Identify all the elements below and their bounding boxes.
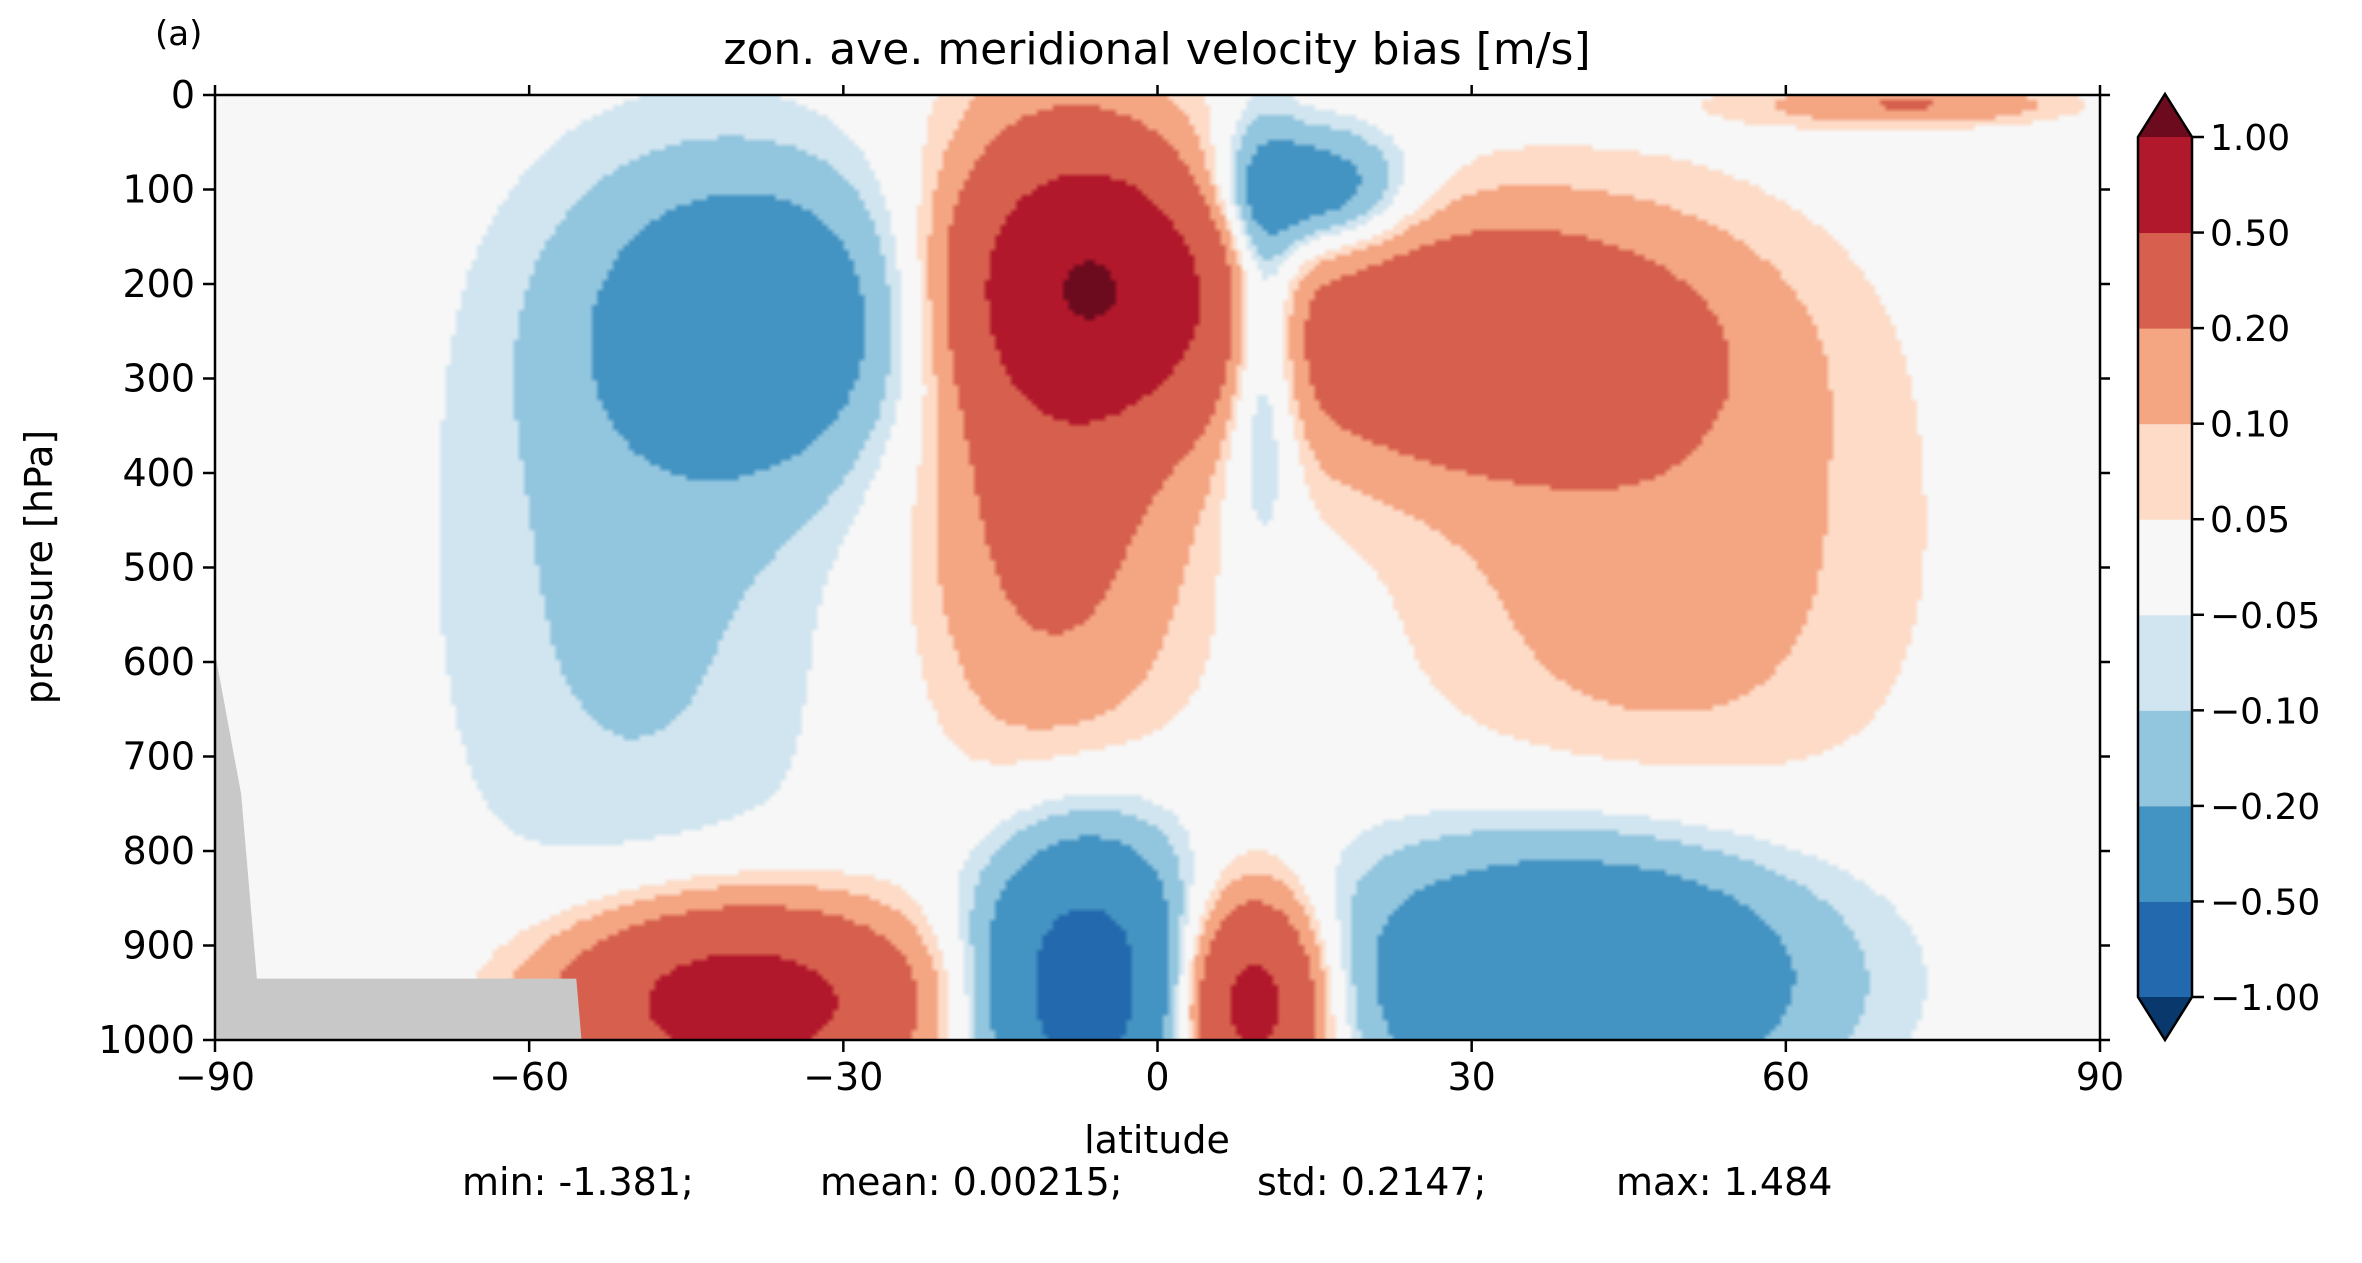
colorbar-extend-high: [2138, 94, 2192, 137]
statistics-line: min: -1.381; mean: 0.00215; std: 0.2147;…: [0, 1160, 2362, 1220]
x-tick-label: −60: [489, 1055, 569, 1099]
colorbar-tick-label: 0.20: [2210, 309, 2290, 350]
colorbar-segment: [2138, 423, 2192, 520]
colorbar-segment: [2138, 232, 2192, 329]
missing-data-mask: [215, 652, 582, 1040]
velocity-bias-contour-field: [215, 95, 2100, 1040]
colorbar-tick-label: 1.00: [2210, 118, 2290, 159]
colorbar-extend-low: [2138, 997, 2192, 1040]
y-tick-label: 500: [122, 546, 195, 590]
y-tick-label: 700: [122, 735, 195, 779]
y-tick-label: 300: [122, 357, 195, 401]
colorbar-segment: [2138, 328, 2192, 425]
colorbar-segment: [2138, 137, 2192, 234]
x-tick-label: −30: [803, 1055, 883, 1099]
colorbar-segment: [2138, 614, 2192, 711]
stat-min: min: -1.381;: [462, 1160, 694, 1204]
x-tick-label: 0: [1145, 1055, 1169, 1099]
colorbar: −1.00 −0.50 −0.20 −0.10 −0.05 0.05 0.10 0.20 0.5…: [2136, 91, 2320, 1043]
x-tick-label: 90: [2076, 1055, 2124, 1099]
y-tick-label: 1000: [98, 1018, 195, 1062]
colorbar-segment: [2138, 901, 2192, 998]
x-tick-label: 60: [1762, 1055, 1810, 1099]
y-tick-label: 200: [122, 262, 195, 306]
x-axis-label: latitude: [1084, 1118, 1230, 1162]
stat-std: std: 0.2147;: [1257, 1160, 1487, 1204]
colorbar-tick-label: −0.20: [2210, 787, 2320, 828]
panel-label: (a): [155, 14, 202, 54]
colorbar-tick-label: 0.50: [2210, 214, 2290, 255]
colorbar-tick-label: −0.50: [2210, 882, 2320, 923]
y-axis-label: pressure [hPa]: [17, 430, 61, 704]
y-tick-label: 800: [122, 829, 195, 873]
y-tick-label: 900: [122, 924, 195, 968]
colorbar-tick-label: 0.10: [2210, 405, 2290, 446]
chart-title: zon. ave. meridional velocity bias [m/s]: [723, 24, 1590, 75]
colorbar-segment: [2138, 519, 2192, 616]
colorbar-tick-label: −0.10: [2210, 691, 2320, 732]
colorbar-tick-label: 0.05: [2210, 500, 2290, 541]
y-tick-label: 400: [122, 451, 195, 495]
y-tick-label: 600: [122, 640, 195, 684]
stat-max: max: 1.484: [1616, 1160, 1833, 1204]
y-axis-ticks: 0 100 200 300 400 500 600 700 800 900 1000: [98, 73, 2110, 1062]
colorbar-segment: [2138, 710, 2192, 807]
colorbar-segment: [2138, 805, 2192, 902]
colorbar-tick-label: −0.05: [2210, 596, 2320, 637]
colorbar-tick-label: −1.00: [2210, 978, 2320, 1019]
x-axis-ticks: −90 −60 −30 0 30 60 90: [175, 85, 2124, 1099]
y-tick-label: 100: [122, 168, 195, 212]
stat-mean: mean: 0.00215;: [820, 1160, 1123, 1204]
y-tick-label: 0: [171, 73, 195, 117]
x-tick-label: 30: [1447, 1055, 1495, 1099]
x-tick-label: −90: [175, 1055, 255, 1099]
